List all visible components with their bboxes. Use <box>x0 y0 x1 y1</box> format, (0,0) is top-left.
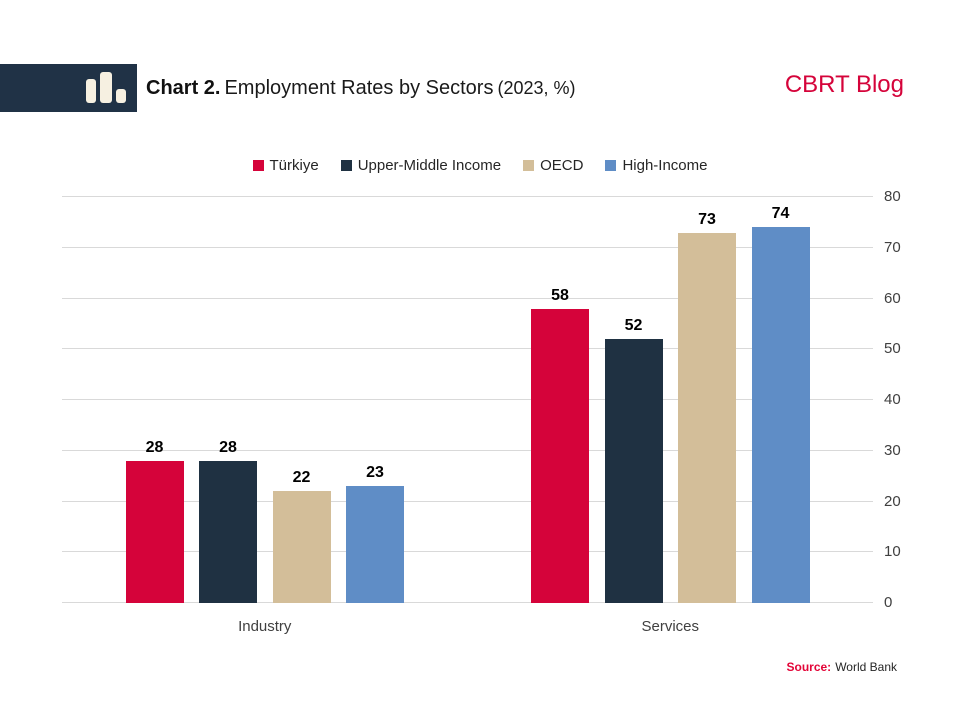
cbrt-blog-link[interactable]: CBRT Blog <box>784 71 904 98</box>
bar-industry-high-income <box>346 486 404 603</box>
source-label: Source: <box>786 660 832 674</box>
legend-label: OECD <box>540 156 584 174</box>
bar-industry-oecd <box>272 491 331 603</box>
gridline <box>62 246 873 248</box>
legend-swatch <box>252 159 264 171</box>
bar-chart-icon <box>0 64 137 112</box>
source-text: World Bank <box>835 660 897 674</box>
bar-industry-upper-middle-income <box>199 460 257 603</box>
bar-value-label: 52 <box>624 317 643 335</box>
chart-title: Chart 2. Employment Rates by Sectors (2023… <box>146 77 576 100</box>
legend-swatch <box>605 159 617 171</box>
gridline <box>62 449 873 451</box>
chart-legend: Türkiye Upper-Middle Income OECD High-Incom… <box>0 155 960 175</box>
y-axis-tick-label: 60 <box>884 289 901 307</box>
legend-item-upper-middle-income: Upper-Middle Income <box>340 156 502 174</box>
gridline <box>62 602 873 603</box>
source-note: Source: World Bank <box>787 660 898 674</box>
bar-chart-icon-bar <box>86 79 96 103</box>
gridline <box>62 500 873 502</box>
legend-label: Upper-Middle Income <box>357 156 502 174</box>
y-axis-tick-label: 40 <box>884 391 901 408</box>
y-axis-tick-label: 50 <box>884 340 901 358</box>
gridline <box>62 196 873 197</box>
legend-swatch <box>523 159 535 171</box>
bar-services-oecd <box>678 232 736 603</box>
legend-swatch <box>340 159 352 171</box>
bar-value-label: 58 <box>551 286 569 304</box>
bar-industry-t-rkiye <box>125 460 184 603</box>
bar-value-label: 28 <box>145 438 164 456</box>
bar-chart-icon-bar <box>100 72 112 103</box>
bar-value-label: 73 <box>698 210 716 228</box>
legend-item-high-income: High-Income <box>605 157 707 174</box>
y-axis-tick-label: 10 <box>884 543 901 561</box>
gridline <box>62 348 873 350</box>
y-axis-tick-label: 30 <box>884 441 901 459</box>
legend-item-oecd: OECD <box>523 157 583 174</box>
bar-services-t-rkiye <box>531 308 589 603</box>
legend-label: High-Income <box>622 156 708 174</box>
y-axis-tick-label: 20 <box>884 492 901 510</box>
x-axis-category-label: Services <box>641 618 700 635</box>
y-axis-tick-label: 0 <box>884 594 893 611</box>
y-axis-tick-label: 70 <box>884 238 901 256</box>
bar-chart-icon-bar <box>116 89 126 103</box>
bar-value-label: 28 <box>219 438 237 456</box>
legend-item-t-rkiye: Türkiye <box>252 156 319 174</box>
gridline <box>62 399 873 400</box>
bar-value-label: 74 <box>771 205 790 223</box>
gridline <box>62 297 873 299</box>
bar-value-label: 23 <box>366 464 384 482</box>
chart-title-number: Chart 2. <box>146 77 221 99</box>
bar-value-label: 22 <box>292 469 311 487</box>
chart-title-period: (2023, %) <box>497 78 576 98</box>
chart-title-text: Employment Rates by Sectors <box>224 77 494 99</box>
gridline <box>62 551 873 553</box>
bar-services-high-income <box>751 227 810 603</box>
bar-services-upper-middle-income <box>604 339 663 603</box>
cbrt-logo <box>0 64 137 112</box>
x-axis-category-label: Industry <box>238 618 292 635</box>
y-axis-tick-label: 80 <box>884 188 901 205</box>
legend-label: Türkiye <box>269 156 319 174</box>
